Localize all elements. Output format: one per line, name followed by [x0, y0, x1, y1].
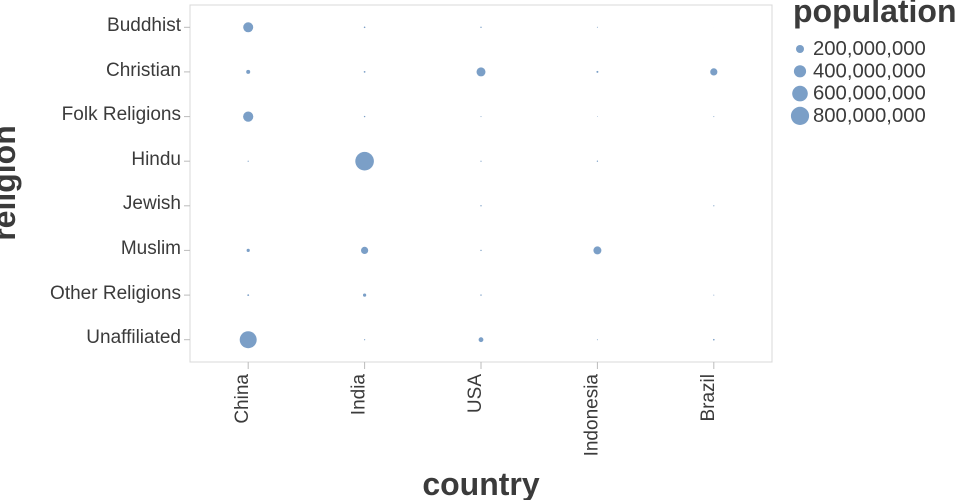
svg-text:600,000,000: 600,000,000: [813, 83, 926, 105]
svg-text:India: India: [349, 374, 370, 416]
svg-text:Christian: Christian: [106, 60, 181, 81]
svg-text:Muslim: Muslim: [121, 238, 181, 259]
svg-text:Unaffiliated: Unaffiliated: [86, 327, 181, 348]
svg-text:Hindu: Hindu: [131, 149, 181, 170]
svg-text:Buddhist: Buddhist: [107, 15, 182, 36]
svg-text:Jewish: Jewish: [123, 193, 181, 214]
svg-text:country: country: [422, 466, 540, 500]
svg-text:Indonesia: Indonesia: [581, 374, 602, 457]
svg-text:800,000,000: 800,000,000: [813, 105, 926, 127]
svg-text:200,000,000: 200,000,000: [813, 38, 926, 60]
svg-text:religion: religion: [0, 125, 22, 241]
svg-text:Brazil: Brazil: [698, 374, 719, 422]
svg-text:population: population: [793, 0, 957, 29]
svg-text:Other Religions: Other Religions: [50, 283, 181, 304]
svg-text:USA: USA: [465, 374, 486, 413]
svg-text:Folk Religions: Folk Religions: [62, 104, 181, 125]
svg-text:China: China: [232, 374, 253, 424]
svg-text:400,000,000: 400,000,000: [813, 60, 926, 82]
